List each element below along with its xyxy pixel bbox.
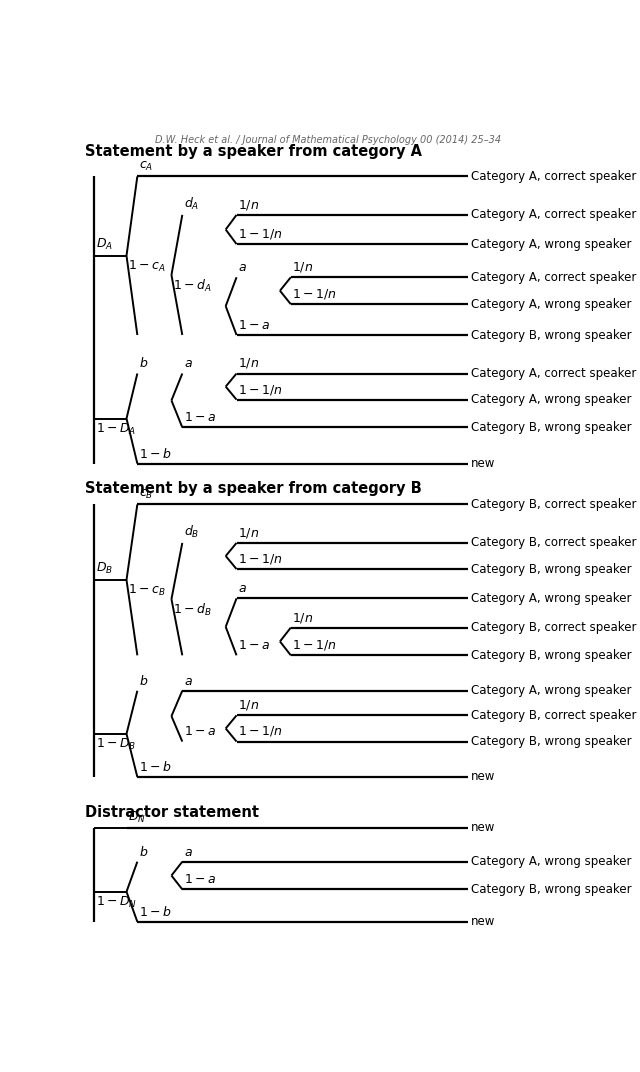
Text: $1-d_B$: $1-d_B$	[173, 602, 212, 619]
Text: $1/n$: $1/n$	[292, 611, 314, 625]
Text: new: new	[472, 771, 496, 784]
Text: $1-d_A$: $1-d_A$	[173, 278, 212, 294]
Text: Category A, wrong speaker: Category A, wrong speaker	[472, 393, 632, 406]
Text: $1-1/n$: $1-1/n$	[238, 552, 283, 566]
Text: $1-a$: $1-a$	[238, 319, 270, 332]
Text: Category A, wrong speaker: Category A, wrong speaker	[472, 684, 632, 697]
Text: $D_A$: $D_A$	[95, 237, 113, 252]
Text: $1-c_A$: $1-c_A$	[128, 258, 166, 273]
Text: Category B, wrong speaker: Category B, wrong speaker	[472, 421, 632, 434]
Text: Category B, correct speaker: Category B, correct speaker	[472, 497, 637, 511]
Text: $b$: $b$	[139, 845, 148, 859]
Text: Category A, correct speaker: Category A, correct speaker	[472, 271, 637, 284]
Text: Statement by a speaker from category A: Statement by a speaker from category A	[84, 144, 422, 159]
Text: $a$: $a$	[184, 846, 193, 859]
Text: $1-a$: $1-a$	[184, 412, 216, 425]
Text: $1-1/n$: $1-1/n$	[238, 725, 283, 739]
Text: $D_N$: $D_N$	[128, 809, 146, 824]
Text: Category A, wrong speaker: Category A, wrong speaker	[472, 855, 632, 868]
Text: $b$: $b$	[139, 673, 148, 687]
Text: $1/n$: $1/n$	[238, 698, 259, 712]
Text: $1-1/n$: $1-1/n$	[292, 287, 337, 301]
Text: $1/n$: $1/n$	[238, 198, 259, 212]
Text: Category B, wrong speaker: Category B, wrong speaker	[472, 563, 632, 576]
Text: $1/n$: $1/n$	[238, 356, 259, 371]
Text: $1-D_N$: $1-D_N$	[95, 895, 137, 910]
Text: $1-b$: $1-b$	[139, 447, 172, 461]
Text: $1-1/n$: $1-1/n$	[238, 227, 283, 241]
Text: Category B, wrong speaker: Category B, wrong speaker	[472, 328, 632, 342]
Text: new: new	[472, 457, 496, 471]
Text: Category B, wrong speaker: Category B, wrong speaker	[472, 649, 632, 661]
Text: $a$: $a$	[184, 674, 193, 687]
Text: $1/n$: $1/n$	[238, 526, 259, 540]
Text: new: new	[472, 821, 496, 834]
Text: $1-a$: $1-a$	[184, 726, 216, 739]
Text: $1-1/n$: $1-1/n$	[238, 383, 283, 397]
Text: $d_A$: $d_A$	[184, 196, 199, 212]
Text: Statement by a speaker from category B: Statement by a speaker from category B	[84, 481, 421, 496]
Text: Category B, wrong speaker: Category B, wrong speaker	[472, 883, 632, 896]
Text: $c_A$: $c_A$	[139, 160, 153, 174]
Text: Category A, wrong speaker: Category A, wrong speaker	[472, 298, 632, 311]
Text: $a$: $a$	[184, 357, 193, 371]
Text: $a$: $a$	[238, 262, 247, 274]
Text: $1-c_B$: $1-c_B$	[128, 583, 166, 598]
Text: $c_B$: $c_B$	[139, 488, 153, 502]
Text: Category B, correct speaker: Category B, correct speaker	[472, 536, 637, 549]
Text: $D_B$: $D_B$	[95, 561, 113, 576]
Text: D.W. Heck et al. / Journal of Mathematical Psychology 00 (2014) 25–34: D.W. Heck et al. / Journal of Mathematic…	[155, 135, 501, 145]
Text: $1-b$: $1-b$	[139, 905, 172, 919]
Text: Category A, wrong speaker: Category A, wrong speaker	[472, 238, 632, 251]
Text: $1-a$: $1-a$	[238, 639, 270, 652]
Text: Category A, wrong speaker: Category A, wrong speaker	[472, 592, 632, 605]
Text: new: new	[472, 915, 496, 928]
Text: $1-D_B$: $1-D_B$	[95, 736, 136, 753]
Text: Category A, correct speaker: Category A, correct speaker	[472, 169, 637, 183]
Text: $a$: $a$	[238, 582, 247, 595]
Text: $1-D_A$: $1-D_A$	[95, 421, 136, 436]
Text: Category B, wrong speaker: Category B, wrong speaker	[472, 735, 632, 748]
Text: $1-1/n$: $1-1/n$	[292, 638, 337, 652]
Text: Distractor statement: Distractor statement	[84, 805, 259, 820]
Text: Category A, correct speaker: Category A, correct speaker	[472, 367, 637, 379]
Text: Category B, correct speaker: Category B, correct speaker	[472, 709, 637, 721]
Text: $1-b$: $1-b$	[139, 760, 172, 774]
Text: $d_B$: $d_B$	[184, 524, 199, 540]
Text: $b$: $b$	[139, 356, 148, 371]
Text: Category A, correct speaker: Category A, correct speaker	[472, 208, 637, 222]
Text: $1-a$: $1-a$	[184, 874, 216, 887]
Text: Category B, correct speaker: Category B, correct speaker	[472, 621, 637, 635]
Text: $1/n$: $1/n$	[292, 260, 314, 274]
